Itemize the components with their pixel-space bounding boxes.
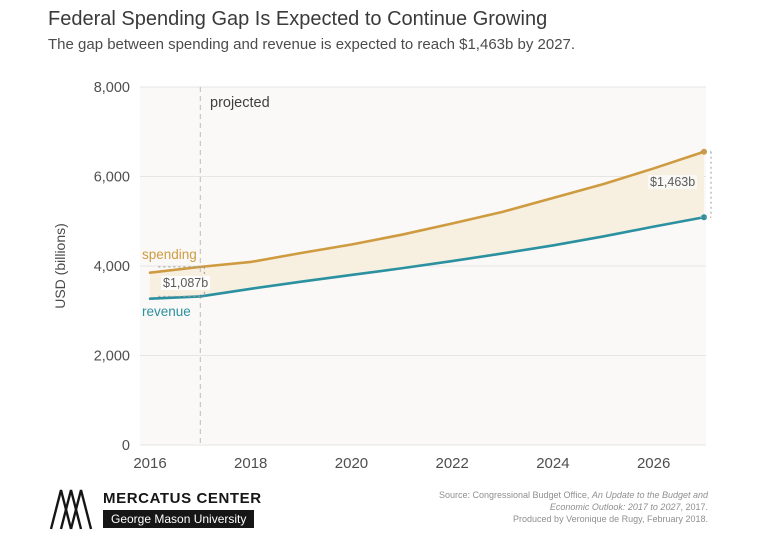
mercatus-logo-text: MERCATUS CENTER George Mason University [103, 490, 262, 528]
chart-canvas: 0 2,000 4,000 6,000 8,000 2016 2018 2020 2022 202… [94, 80, 712, 472]
svg-text:4,000: 4,000 [94, 259, 130, 275]
svg-text:2026: 2026 [637, 455, 670, 472]
svg-text:2024: 2024 [536, 455, 569, 472]
y-axis-title: USD (billions) [52, 223, 68, 309]
svg-text:2022: 2022 [435, 455, 468, 472]
revenue-line-label: revenue [142, 304, 191, 319]
svg-text:2,000: 2,000 [94, 349, 130, 365]
logo-text-mercatus-center: MERCATUS CENTER [103, 490, 262, 507]
source-line-2-italic: Economic Outlook: 2017 to 2027 [549, 502, 681, 513]
source-line-2: Economic Outlook: 2017 to 2027, 2017. [439, 501, 708, 513]
source-line-1-regular: Source: Congressional Budget Office, [438, 490, 592, 500]
logo-text-george-mason: George Mason University [103, 510, 255, 528]
projected-label: projected [210, 95, 270, 111]
gap-2027-annotation: $1,463b [648, 175, 698, 189]
mercatus-logo: MERCATUS CENTER George Mason University [48, 487, 262, 531]
svg-text:2020: 2020 [335, 455, 368, 472]
mercatus-logo-mark-icon [49, 489, 93, 530]
svg-text:2016: 2016 [133, 455, 166, 472]
spending-line-label: spending [142, 247, 197, 262]
gap-2017-annotation: $1,087b [161, 276, 211, 290]
source-line-2-regular: , 2017. [680, 502, 708, 513]
svg-text:0: 0 [122, 438, 130, 454]
source-line-1-italic: An Update to the Budget and [591, 490, 708, 500]
svg-text:6,000: 6,000 [94, 170, 130, 186]
svg-text:8,000: 8,000 [94, 80, 130, 96]
page-title: Federal Spending Gap Is Expected to Cont… [48, 8, 548, 30]
source-line-1: Source: Congressional Budget Office, An … [439, 489, 708, 501]
svg-text:2018: 2018 [234, 455, 267, 472]
source-attribution: Source: Congressional Budget Office, An … [439, 489, 708, 525]
page-subtitle: The gap between spending and revenue is … [48, 36, 576, 53]
produced-by-line: Produced by Veronique de Rugy, February … [513, 514, 708, 525]
